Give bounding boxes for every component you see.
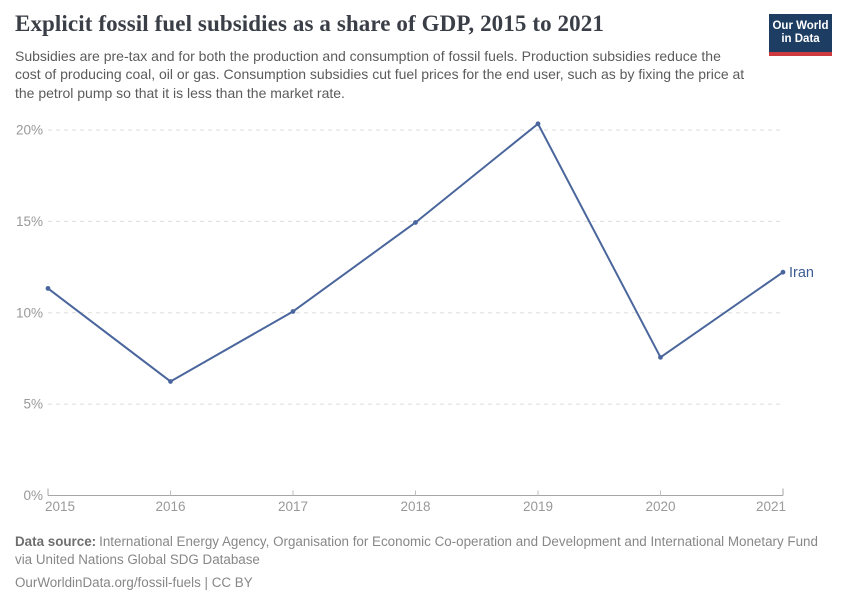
owid-logo-line2: in Data [781,33,820,45]
x-tick-label-2021: 2021 [756,499,786,514]
data-point-iran-2015[interactable] [45,286,51,291]
x-tick-label-2015: 2015 [45,499,75,514]
x-tick-label-2016: 2016 [155,499,185,514]
data-source-line: Data source: International Energy Agency,… [15,533,823,569]
owid-logo[interactable]: Our World in Data [769,14,832,56]
data-point-iran-2016[interactable] [168,379,173,384]
chart-subtitle: Subsidies are pre-tax and for both the p… [15,47,745,101]
x-tick-label-2020: 2020 [645,499,675,514]
data-point-iran-2019[interactable] [535,121,541,127]
y-tick-label-10: 10% [16,305,43,320]
data-point-iran-2018[interactable] [413,220,418,225]
data-source-label: Data source: [15,534,97,549]
data-point-iran-2020[interactable] [658,354,663,360]
attribution-line: OurWorldinData.org/fossil-fuels | CC BY [15,575,253,591]
series-label-iran[interactable]: Iran [789,265,814,281]
chart-header: Explicit fossil fuel subsidies as a shar… [15,10,755,102]
x-tick-label-2019: 2019 [523,499,553,514]
page-title: Explicit fossil fuel subsidies as a shar… [15,11,604,36]
y-tick-label-15: 15% [16,214,43,229]
y-tick-label-5: 5% [23,397,43,412]
data-source-text: International Energy Agency, Organisatio… [15,534,818,568]
y-tick-label-20: 20% [16,123,43,138]
x-tick-label-2018: 2018 [400,499,430,514]
x-tick-label-2017: 2017 [278,499,308,514]
y-tick-label-0: 0% [23,488,43,503]
chart-footer: Data source: International Energy Agency,… [15,533,823,598]
data-point-iran-2017[interactable] [290,309,296,314]
owid-logo-line1: Our World [772,20,829,32]
data-point-iran-2021[interactable] [780,269,786,275]
iran-line-series[interactable] [47,122,784,383]
